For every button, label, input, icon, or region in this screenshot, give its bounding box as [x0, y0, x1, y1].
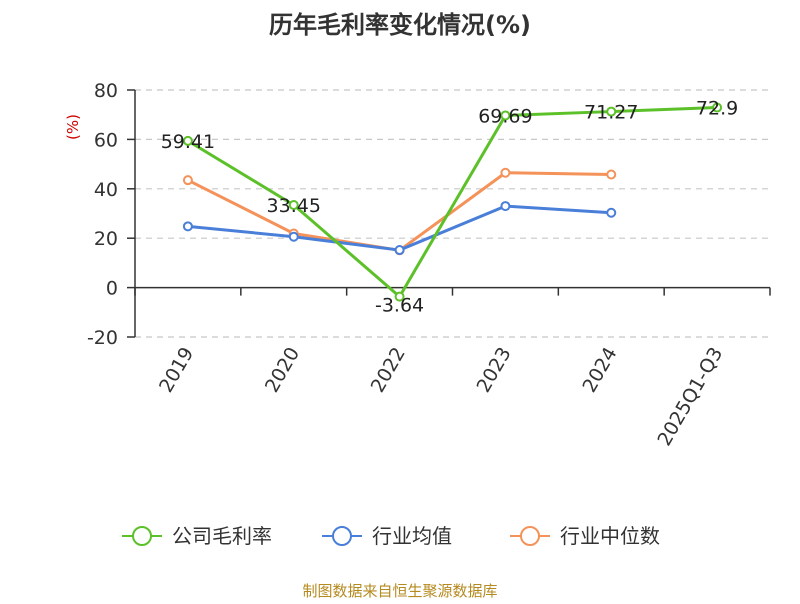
legend-label: 行业均值: [372, 524, 452, 548]
x-tick-label: 2025Q1-Q3: [653, 344, 727, 450]
data-label: 72.9: [696, 98, 738, 120]
data-point: [606, 169, 617, 180]
y-tick-label: 40: [94, 179, 118, 201]
data-label: 69.69: [478, 105, 532, 127]
data-point: [394, 245, 405, 256]
data-point: [712, 102, 723, 113]
y-tick-label: 0: [106, 278, 118, 300]
data-label: -3.64: [375, 295, 424, 317]
x-tick-label: 2022: [367, 344, 410, 397]
x-tick-label: 2023: [473, 343, 516, 396]
x-tick-label: 2020: [261, 344, 304, 397]
x-tick-label: 2019: [155, 344, 198, 397]
data-label: 33.45: [267, 195, 321, 217]
chart-title: 历年毛利率变化情况(%): [269, 11, 531, 39]
data-point: [288, 199, 299, 210]
legend-label: 行业中位数: [560, 524, 660, 548]
x-tick-label: 2024: [578, 344, 621, 397]
data-label: 71.27: [584, 102, 638, 124]
grid-lines: [135, 89, 770, 338]
data-point: [182, 135, 193, 146]
data-point: [606, 207, 617, 218]
data-point: [500, 167, 511, 178]
y-tick-label: 20: [94, 228, 118, 250]
y-axis-unit-label: (%): [64, 114, 82, 140]
legend-marker: [132, 526, 152, 546]
series-line: [187, 106, 718, 299]
legend: 公司毛利率 行业均值 行业中位数: [122, 524, 660, 548]
data-labels: 59.41 33.45 -3.64 69.69 71.27 72.9: [161, 98, 739, 317]
data-point: [500, 110, 511, 121]
legend-marker: [332, 526, 352, 546]
data-label: 59.41: [161, 131, 215, 153]
data-point: [182, 221, 193, 232]
data-point: [500, 201, 511, 212]
legend-marker: [520, 526, 540, 546]
legend-label: 公司毛利率: [172, 524, 272, 548]
series-lines: [182, 102, 723, 302]
y-tick-label: 60: [94, 129, 118, 151]
data-point: [606, 106, 617, 117]
data-point: [182, 175, 193, 186]
data-point: [394, 291, 405, 302]
y-tick-label: 80: [94, 80, 118, 102]
y-tick-label: -20: [87, 327, 118, 349]
source-note: 制图数据来自恒生聚源数据库: [302, 582, 497, 600]
data-point: [288, 231, 299, 242]
